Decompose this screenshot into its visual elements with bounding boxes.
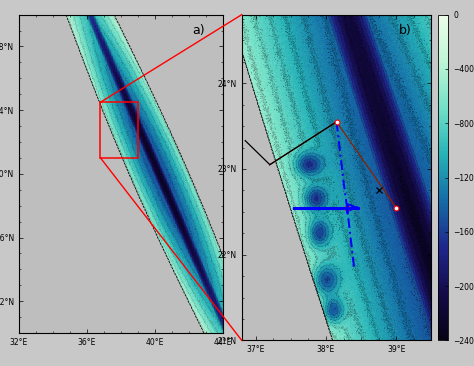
Text: a): a)	[192, 24, 205, 37]
Bar	[100, 102, 138, 158]
Text: b): b)	[399, 25, 412, 37]
